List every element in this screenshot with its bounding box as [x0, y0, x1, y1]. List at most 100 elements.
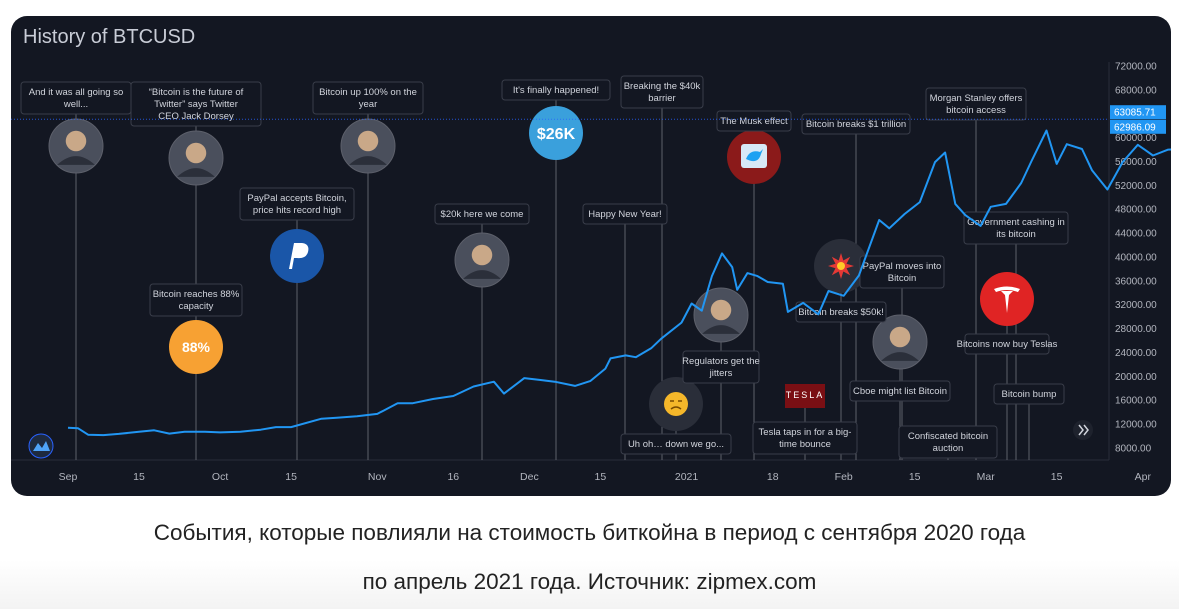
y-tick-label: 32000.00 — [1115, 300, 1157, 311]
y-tick-label: 12000.00 — [1115, 420, 1157, 431]
photo-head — [65, 130, 87, 152]
annotation-box — [582, 203, 668, 225]
annotation-box — [716, 110, 792, 132]
photo-shoulders — [57, 156, 95, 165]
x-tick-label: 15 — [909, 471, 921, 483]
annotation-badge — [270, 229, 324, 283]
y-tick-label: 16000.00 — [1115, 396, 1157, 407]
annotation-badge: $26K — [529, 106, 583, 160]
annotation-text: Bitcoins now buy Teslas — [957, 339, 1058, 350]
badge-circle — [169, 320, 223, 374]
annotation-text: Bitcoin bump — [1002, 389, 1057, 400]
x-tick-label: 15 — [133, 471, 145, 483]
y-tick-label: 40000.00 — [1115, 252, 1157, 263]
annotation-text: bitcoin access — [946, 105, 1006, 116]
annotation-text: The Musk effect — [720, 116, 788, 127]
annotation-text: Twitter” says Twitter — [154, 99, 238, 110]
price-tag-bg — [1110, 105, 1166, 120]
annotation-text: It's finally happened! — [513, 85, 599, 96]
annotation-text: capacity — [179, 301, 214, 312]
photo-shoulders — [463, 270, 501, 279]
badge-ring — [454, 232, 510, 288]
annotation-text: Cboe might list Bitcoin — [853, 386, 947, 397]
photo-shoulders — [177, 168, 215, 177]
annotation-box — [239, 187, 355, 221]
annotation-text: jitters — [709, 368, 733, 379]
y-tick-label: 20000.00 — [1115, 372, 1157, 383]
annotation-box — [434, 203, 530, 225]
price-tag-label: 62986.09 — [1114, 122, 1156, 133]
annotation-label: Bitcoin reaches 88%capacity — [149, 283, 243, 317]
annotation-box — [963, 211, 1069, 245]
annotation-text: price hits record high — [253, 205, 341, 216]
annotation-text: well... — [63, 99, 88, 110]
annotation-box — [795, 301, 887, 323]
y-tick-label: 8000.00 — [1115, 443, 1152, 454]
tesla-wordmark-bg — [785, 384, 825, 408]
tradingview-logo-icon — [28, 433, 54, 459]
annotation-text: Happy New Year! — [588, 209, 661, 220]
photo-head — [710, 299, 732, 321]
annotation-box — [620, 75, 704, 109]
x-tick-label: Apr — [1135, 471, 1152, 483]
badge-text: 88% — [182, 339, 211, 355]
y-tick-label: 36000.00 — [1115, 276, 1157, 287]
annotation-label: Bitcoins now buy Teslas — [957, 333, 1058, 355]
x-tick-label: 18 — [767, 471, 779, 483]
photo-head — [185, 142, 207, 164]
annotation-text: Bitcoin breaks $1 trillion — [806, 119, 906, 130]
annotation-box — [964, 333, 1050, 355]
photo-head — [357, 130, 379, 152]
annotation-label: Tesla taps in for a big-time bounce — [752, 421, 858, 455]
caption-line-1: События, которые повлияли на стоимость б… — [153, 520, 1026, 545]
annotation-label: The Musk effect — [716, 110, 792, 132]
badge-ring — [168, 130, 224, 186]
annotation-badge — [340, 118, 396, 174]
price-tag-label: 63085.71 — [1114, 108, 1156, 119]
x-tick-label: 15 — [1051, 471, 1063, 483]
annotation-text: Government cashing in — [967, 217, 1065, 228]
paypal-p-shape — [289, 243, 309, 269]
annotation-box — [682, 350, 760, 384]
btcusd-price-line — [67, 129, 1171, 437]
annotation-text: PayPal moves into — [863, 261, 942, 272]
logo-mountain — [33, 441, 50, 451]
annotation-badge — [48, 118, 104, 174]
sad-mouth — [670, 406, 682, 410]
annotation-badge: 88% — [169, 320, 223, 374]
photo-shoulders — [349, 156, 387, 165]
annotation-text: year — [359, 99, 377, 110]
x-tick-label: 15 — [285, 471, 297, 483]
annotation-label: PayPal accepts Bitcoin,price hits record… — [239, 187, 355, 221]
annotation-text: barrier — [648, 93, 675, 104]
caption-line-2: по апрель 2021 года. Источник: zipmex.co… — [362, 569, 817, 594]
annotation-text: Bitcoin — [888, 273, 917, 284]
price-tag-bg — [1110, 119, 1166, 134]
badge-text: $26K — [537, 126, 576, 143]
annotation-badge — [454, 232, 510, 288]
explosion-core — [837, 262, 845, 270]
y-tick-label: 60000.00 — [1115, 133, 1157, 144]
annotation-box — [752, 421, 858, 455]
annotation-badge — [980, 272, 1034, 326]
photo-head — [889, 326, 911, 348]
logo-circle — [28, 433, 54, 459]
x-tick-label: 16 — [447, 471, 459, 483]
sad-face-icon — [664, 392, 688, 416]
annotation-label: Bitcoin breaks $1 trillion — [801, 113, 911, 135]
btcusd-chart: History of BTCUSD72000.0068000.0064000.0… — [11, 26, 1171, 483]
y-tick-label: 24000.00 — [1115, 348, 1157, 359]
annotation-text: PayPal accepts Bitcoin, — [247, 193, 346, 204]
x-tick-label: Mar — [977, 471, 996, 483]
annotation-text: $20k here we come — [441, 209, 524, 220]
y-tick-label: 52000.00 — [1115, 181, 1157, 192]
annotation-badge — [649, 377, 703, 431]
x-tick-label: Sep — [59, 471, 78, 483]
annotation-box — [849, 380, 951, 402]
